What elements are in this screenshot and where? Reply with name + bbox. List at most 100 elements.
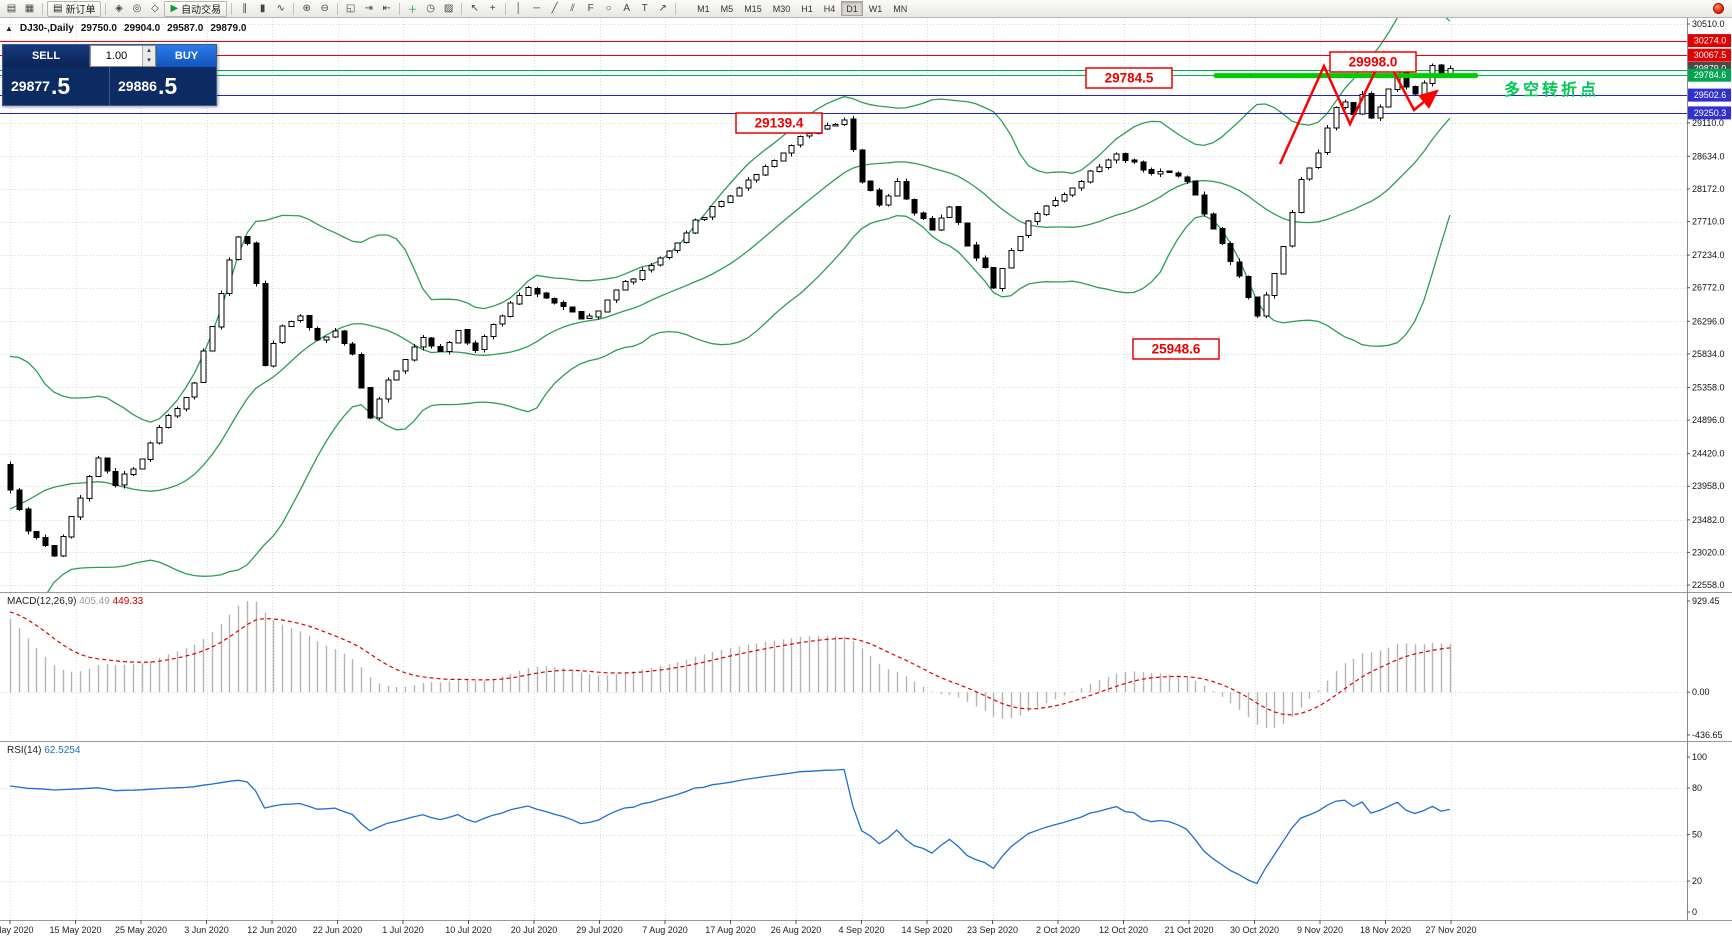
buy-button[interactable]: BUY — [156, 45, 216, 67]
svg-text:12 Oct 2020: 12 Oct 2020 — [1099, 925, 1148, 935]
svg-text:10 Jul 2020: 10 Jul 2020 — [445, 925, 492, 935]
line-chart-icon[interactable]: ∿ — [272, 1, 289, 17]
svg-text:24896.0: 24896.0 — [1692, 415, 1725, 425]
volume-up-icon[interactable]: ▴ — [143, 46, 155, 56]
price-callouts[interactable]: 29998.0 29784.5 29139.4 25948.6 — [735, 51, 1417, 360]
price-callout-text: 29139.4 — [755, 116, 804, 131]
svg-text:24420.0: 24420.0 — [1692, 449, 1725, 459]
price-axis: 30510.0 29110.0 28634.0 28172.0 27710.0 27234… — [1687, 19, 1725, 917]
shapes-icon[interactable]: ○ — [600, 1, 617, 17]
autotrade-button[interactable]: ▶ 自动交易 — [164, 0, 228, 17]
arrows-icon[interactable]: ↗ — [654, 1, 671, 17]
timeframe-m30[interactable]: M30 — [768, 1, 796, 16]
sell-price[interactable]: 29877 .5 — [3, 67, 109, 105]
svg-text:27 Nov 2020: 27 Nov 2020 — [1425, 925, 1476, 935]
candlestick-series — [7, 63, 1454, 557]
svg-text:5 May 2020: 5 May 2020 — [0, 925, 34, 935]
trendline-icon[interactable]: ╱ — [546, 1, 563, 17]
indicators-icon[interactable]: ＋ — [404, 1, 421, 17]
svg-text:29250.3: 29250.3 — [1694, 108, 1727, 118]
notification-icon[interactable] — [1713, 3, 1724, 14]
bar-chart-icon[interactable]: ∥ — [236, 1, 253, 17]
price-callout-text: 25948.6 — [1152, 342, 1201, 357]
grid — [0, 18, 1687, 920]
svg-text:20 Jul 2020: 20 Jul 2020 — [511, 925, 558, 935]
chart-profiles-icon[interactable]: ▦ — [21, 1, 38, 17]
toolbar-separator — [675, 2, 677, 15]
price-callout-text: 29998.0 — [1349, 55, 1398, 70]
svg-text:50: 50 — [1692, 830, 1702, 840]
tile-windows-icon[interactable]: ◱ — [342, 1, 359, 17]
svg-text:1 Jul 2020: 1 Jul 2020 — [382, 925, 424, 935]
price-callout-box — [1329, 51, 1417, 73]
new-chart-icon[interactable]: ▤ — [3, 1, 20, 17]
svg-text:23020.0: 23020.0 — [1692, 547, 1725, 557]
bollinger-bands — [9, 18, 1451, 592]
timeframe-m1[interactable]: M1 — [692, 1, 715, 16]
volume-input[interactable]: 1.00 ▴ ▾ — [90, 45, 156, 67]
toolbar-separator — [293, 2, 295, 15]
panel-dividers[interactable] — [0, 18, 1732, 921]
volume-spinner: ▴ ▾ — [142, 46, 155, 66]
zigzag-arrow-annotation[interactable] — [1278, 50, 1439, 165]
zoom-in-icon[interactable]: ⊕ — [298, 1, 315, 17]
macd-value-main: 405.49 — [79, 596, 110, 607]
timeframe-mn[interactable]: MN — [888, 1, 912, 16]
price-callout-box — [735, 112, 823, 134]
sell-button[interactable]: SELL — [3, 45, 90, 67]
candlestick-chart-icon[interactable]: ▮ — [254, 1, 271, 17]
horizontal-line-icon[interactable]: ─ — [528, 1, 545, 17]
expert-advisors-icon[interactable]: ◈ — [110, 1, 127, 17]
rsi-name: RSI(14) — [7, 745, 42, 756]
timeframe-h1[interactable]: H1 — [796, 1, 818, 16]
svg-text:20: 20 — [1692, 876, 1702, 886]
svg-text:22558.0: 22558.0 — [1692, 580, 1725, 590]
timeframe-w1[interactable]: W1 — [864, 1, 888, 16]
macd-histogram — [9, 601, 1452, 728]
svg-text:4 Sep 2020: 4 Sep 2020 — [838, 925, 884, 935]
timeframe-m5[interactable]: M5 — [716, 1, 739, 16]
toolbar: ▤ ▦ ▤ 新订单 ◈ ◎ ◇ ▶ 自动交易 ∥ ▮ ∿ ⊕ ⊖ ◱ ⇥ ⇤ ＋ ◷ ▨ ↖ + │ ─ ╱ ⫽ F ○ A T ↗ M1 M… — [0, 0, 1732, 18]
new-order-button[interactable]: ▤ 新订单 — [47, 0, 102, 17]
text-icon[interactable]: A — [618, 1, 635, 17]
svg-text:3 Jun 2020: 3 Jun 2020 — [184, 925, 229, 935]
toolbar-right — [1713, 3, 1729, 14]
cursor-icon[interactable]: ↖ — [466, 1, 483, 17]
svg-text:22 Jun 2020: 22 Jun 2020 — [313, 925, 363, 935]
toolbar-separator — [399, 2, 401, 15]
crosshair-icon[interactable]: + — [484, 1, 501, 17]
market-watch-icon[interactable]: ◇ — [146, 1, 163, 17]
timeframe-d1[interactable]: D1 — [841, 1, 863, 16]
svg-text:2 Oct 2020: 2 Oct 2020 — [1036, 925, 1080, 935]
svg-text:27710.0: 27710.0 — [1692, 217, 1725, 227]
volume-down-icon[interactable]: ▾ — [143, 56, 155, 66]
periods-icon[interactable]: ◷ — [422, 1, 439, 17]
timeframe-m15[interactable]: M15 — [739, 1, 767, 16]
channel-icon[interactable]: ⫽ — [564, 1, 581, 17]
scripts-icon[interactable]: ◎ — [128, 1, 145, 17]
one-click-collapse-icon[interactable]: ▲ — [5, 24, 13, 33]
toolbar-separator — [505, 2, 507, 15]
zoom-out-icon[interactable]: ⊖ — [316, 1, 333, 17]
svg-text:30067.5: 30067.5 — [1694, 50, 1727, 60]
templates-icon[interactable]: ▨ — [440, 1, 457, 17]
vertical-line-icon[interactable]: │ — [510, 1, 527, 17]
chart-shift-icon[interactable]: ⇤ — [378, 1, 395, 17]
svg-text:21 Oct 2020: 21 Oct 2020 — [1164, 925, 1213, 935]
macd-signal-line — [9, 611, 1450, 716]
buy-price[interactable]: 29886 .5 — [109, 67, 216, 105]
svg-text:18 Nov 2020: 18 Nov 2020 — [1360, 925, 1411, 935]
svg-text:23958.0: 23958.0 — [1692, 481, 1725, 491]
fibonacci-icon[interactable]: F — [582, 1, 599, 17]
turning-point-annotation[interactable]: 多空转折点 — [1504, 82, 1600, 99]
svg-text:28634.0: 28634.0 — [1692, 151, 1725, 161]
timeframe-h4[interactable]: H4 — [819, 1, 841, 16]
svg-text:26772.0: 26772.0 — [1692, 283, 1725, 293]
volume-value[interactable]: 1.00 — [105, 50, 128, 62]
text-label-icon[interactable]: T — [636, 1, 653, 17]
ohlc-high: 29904.0 — [124, 23, 161, 34]
auto-scroll-icon[interactable]: ⇥ — [360, 1, 377, 17]
svg-text:29110.0: 29110.0 — [1692, 118, 1724, 128]
